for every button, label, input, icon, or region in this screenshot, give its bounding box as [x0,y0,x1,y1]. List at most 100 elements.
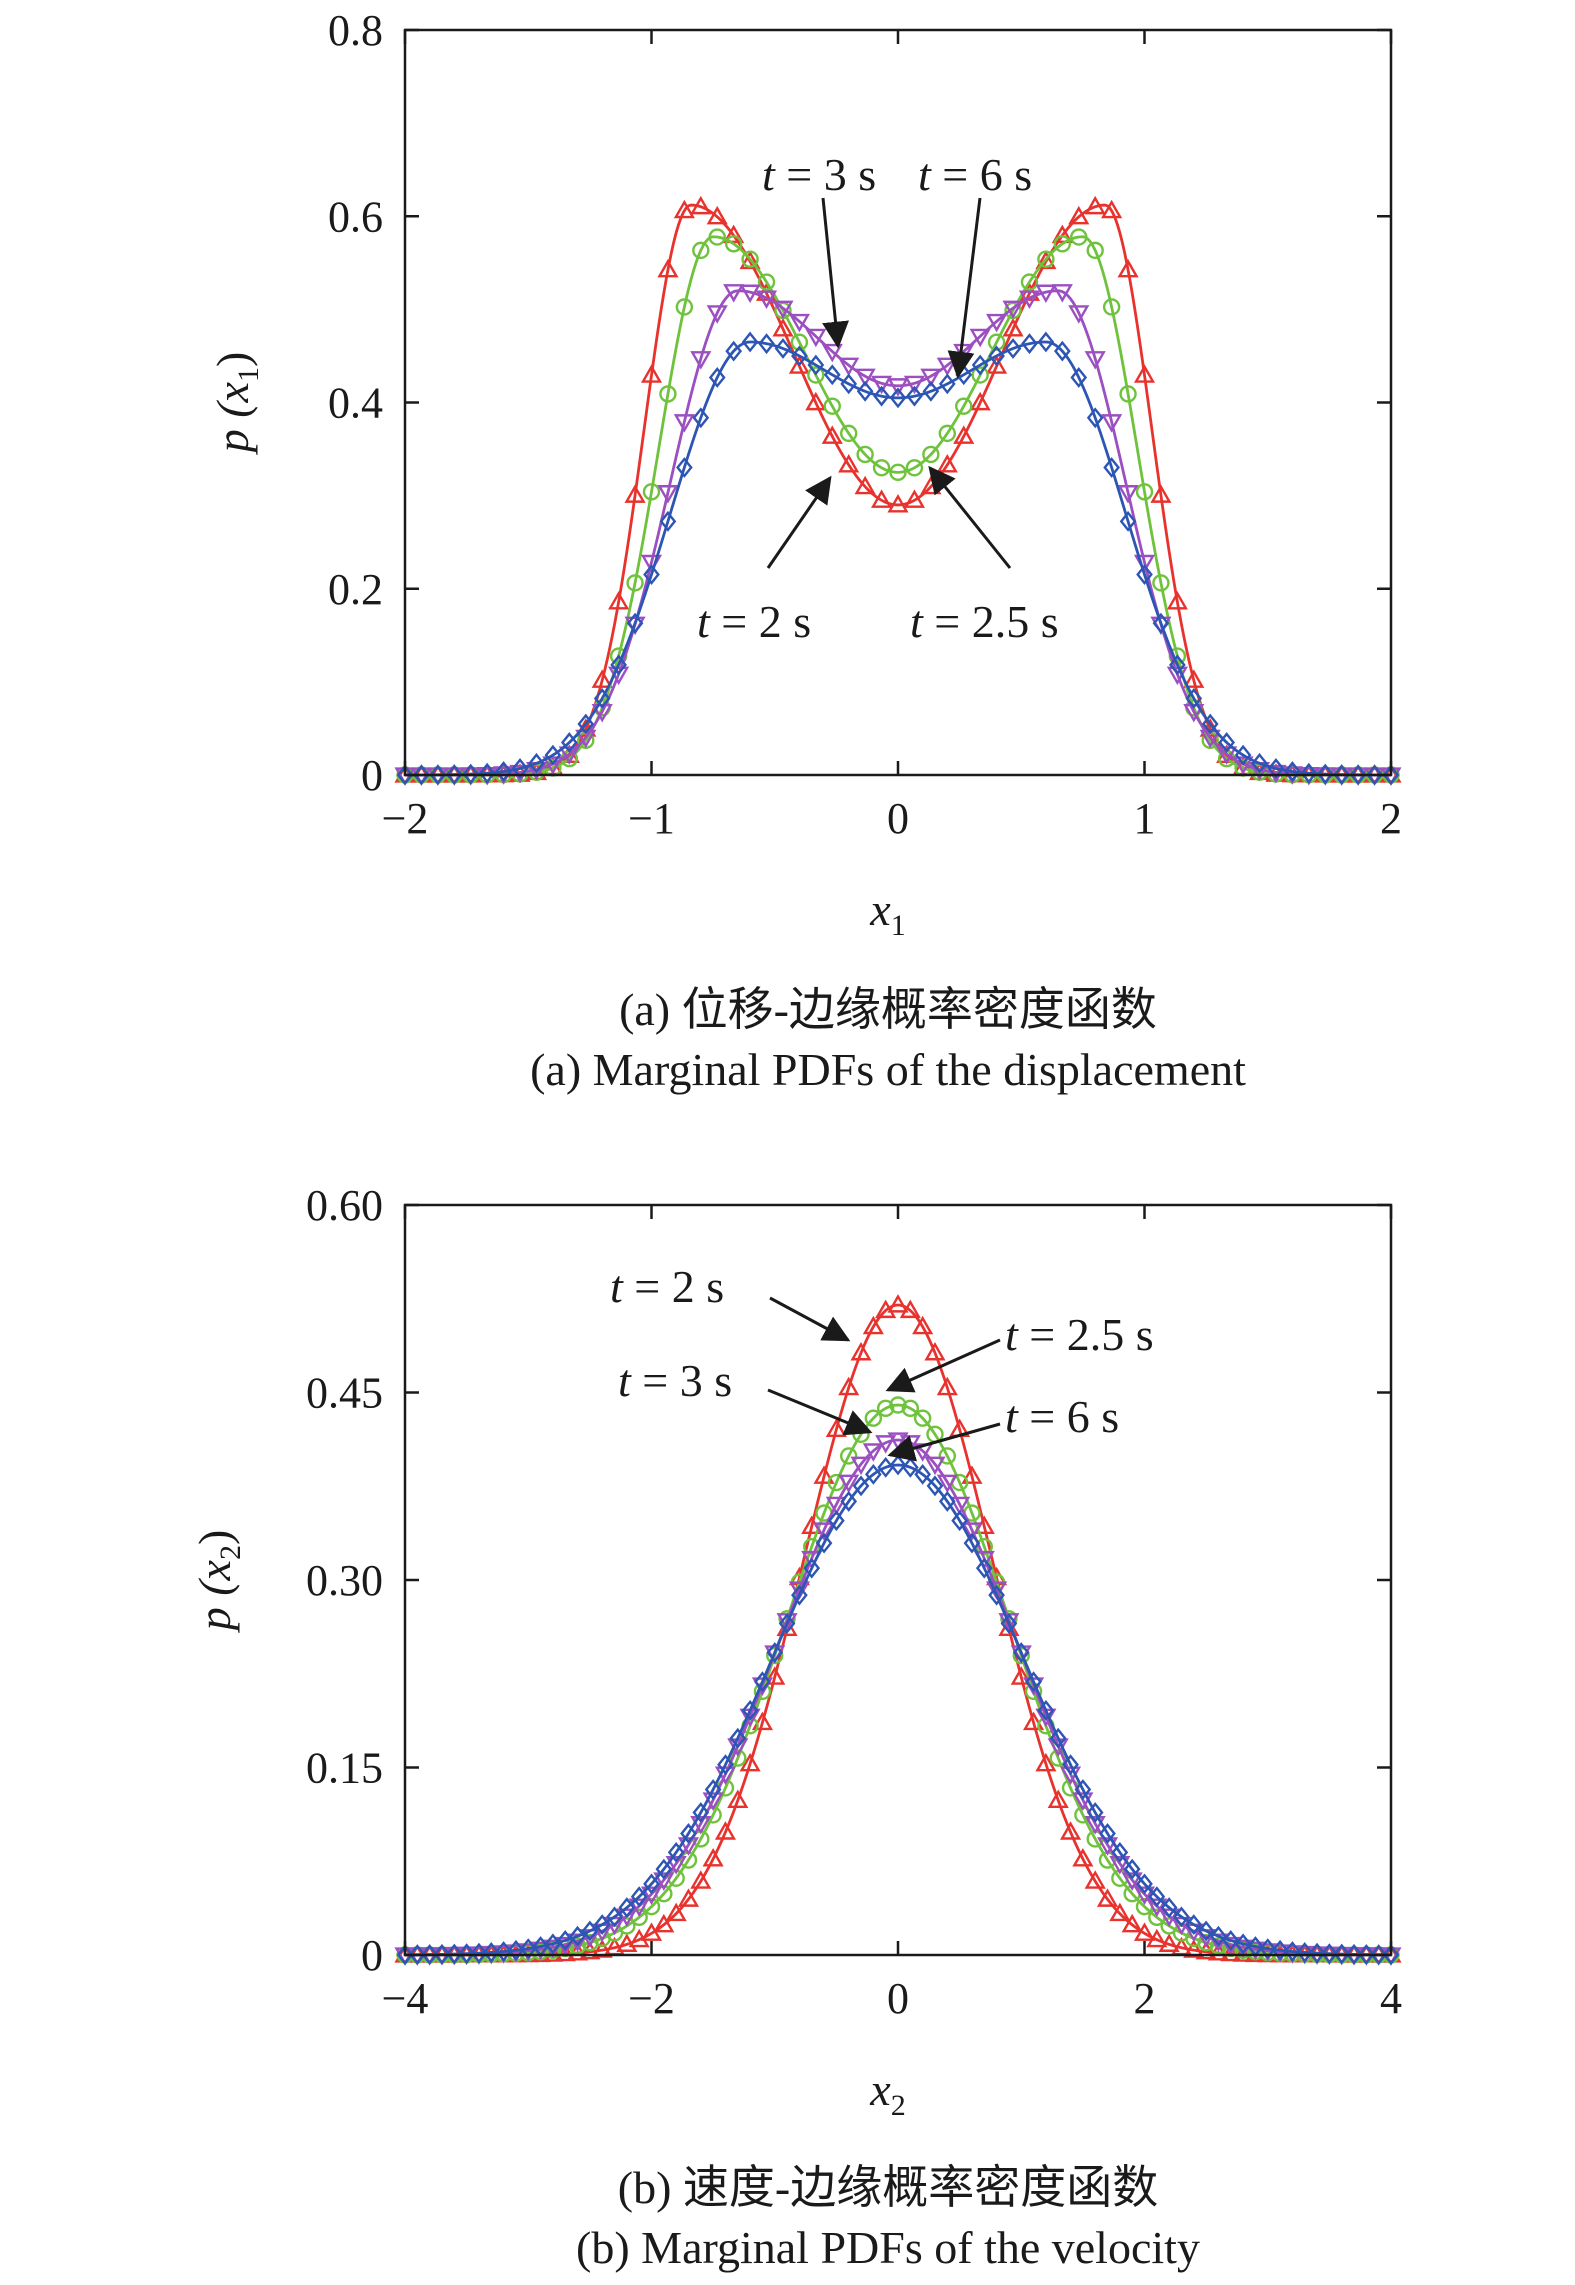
data-point-marker [838,1474,860,1494]
data-point-marker [1160,1897,1178,1918]
data-point-marker [511,758,529,779]
series-line [404,1438,1392,1957]
caption-english: (a) Marginal PDFs of the displacement [530,1044,1246,1095]
annotation-arrow [928,465,1012,569]
data-point-marker [838,1376,860,1396]
y-axis-label: p (x2) [189,1530,247,1634]
data-point-marker [823,364,841,386]
data-point-marker [1185,1914,1203,1935]
data-point-marker [413,764,430,786]
data-point-marker [1084,1816,1106,1835]
data-point-marker [955,397,973,415]
data-point-marker [690,195,712,215]
data-point-marker [987,333,1006,351]
data-point-marker [640,364,663,383]
data-point-marker [1136,1873,1153,1895]
series-diamond [396,331,1400,786]
data-point-marker [1049,1727,1067,1749]
data-point-marker [969,391,991,411]
data-point-marker [659,510,677,532]
x-tick-label: 0 [887,1974,909,2023]
data-point-marker [754,1671,771,1693]
data-point-marker [723,224,745,244]
data-point-marker [618,1897,636,1918]
data-point-marker [821,425,843,444]
x-tick-label: −4 [382,1974,429,2023]
data-point-marker [854,368,876,388]
data-point-marker [581,1920,599,1942]
data-point-marker [673,199,695,219]
data-point-marker [790,333,809,351]
data-point-marker [1059,1821,1082,1840]
series-circle [396,1396,1400,1964]
x-axis-label: x2 [869,2064,905,2122]
data-point-marker [1152,574,1170,592]
data-point-marker [1146,1898,1168,1917]
data-point-marker [429,764,447,786]
data-point-marker [1086,241,1104,260]
annotation-label: t = 6 s [918,149,1032,200]
data-point-marker [643,1873,660,1895]
data-point-marker [1084,1870,1106,1889]
data-point-marker [1070,367,1088,388]
data-point-marker [813,1522,835,1541]
annotation-arrow [767,1388,873,1436]
data-point-marker [1216,746,1238,765]
data-point-marker [1222,1930,1240,1951]
data-point-marker [495,761,512,782]
data-point-marker [791,1584,808,1606]
data-point-marker [924,1456,946,1476]
chart-panel-displacement: −2 −1 0 1 2 0 0.2 0.4 0.6 0.8 p (x1) x1 t = 3 s t… [207,6,1402,1095]
data-point-marker [924,1341,946,1361]
data-point-marker [1037,250,1055,268]
data-point-marker [642,483,661,501]
x-tick-label: 0 [887,794,909,843]
data-point-marker [1133,1922,1156,1941]
x-tick-label: 2 [1134,1974,1156,2023]
data-point-marker [630,1886,648,1908]
data-point-marker [690,351,712,370]
y-tick-label: 0.2 [328,565,383,614]
data-point-marker [1084,351,1106,370]
data-point-marker [1135,483,1154,501]
data-point-marker [708,228,726,246]
data-point-marker [1146,1928,1168,1948]
data-point-marker [889,387,907,409]
data-point-marker [1111,1841,1129,1863]
data-point-marker [1074,1779,1092,1800]
data-point-marker [1102,298,1121,316]
data-point-marker [1133,1886,1156,1905]
data-point-marker [1123,1858,1141,1880]
data-point-marker [729,1727,747,1749]
y-tick-label: 0.15 [306,1744,383,1793]
data-point-marker [1232,756,1254,775]
data-point-marker [1068,205,1090,225]
data-point-marker [556,1930,574,1951]
data-point-marker [914,1463,931,1485]
data-point-marker [1103,457,1120,478]
data-point-marker [724,235,743,253]
data-point-marker [1183,1939,1205,1958]
caption-english: (b) Marginal PDFs of the velocity [576,2222,1200,2273]
data-point-marker [1068,305,1090,324]
series-line [405,203,1391,777]
data-point-marker [936,1474,958,1494]
data-point-marker [643,564,660,585]
data-point-marker [421,1944,438,1965]
data-point-marker [708,367,726,388]
data-point-marker [1271,1939,1289,1961]
x-tick-label: −1 [628,794,675,843]
data-point-marker [1020,273,1039,291]
y-tick-label: 0 [361,751,383,800]
data-point-marker [887,494,909,513]
data-point-marker [870,375,893,395]
data-point-marker [445,764,463,785]
data-point-marker [1195,1940,1217,1960]
data-point-marker [838,357,860,377]
data-point-marker [1053,235,1072,253]
data-point-marker [1121,1913,1143,1933]
data-point-marker [729,1749,747,1767]
data-point-marker [969,328,991,348]
data-point-marker [922,445,940,464]
